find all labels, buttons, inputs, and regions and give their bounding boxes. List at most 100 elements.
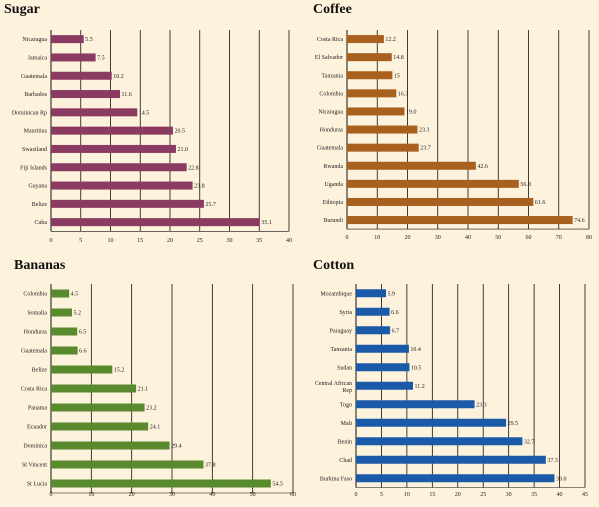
bar xyxy=(347,216,573,225)
chart-title: Coffee xyxy=(313,2,352,17)
value-label: 10.4 xyxy=(410,347,421,353)
bar xyxy=(356,289,387,298)
bar xyxy=(51,90,121,99)
bar xyxy=(356,437,523,446)
bar xyxy=(51,53,96,62)
value-label: 32.7 xyxy=(524,439,535,445)
value-label: 19.0 xyxy=(406,109,417,115)
x-tick-label: 70 xyxy=(556,235,562,241)
bar xyxy=(51,460,204,469)
bar xyxy=(51,71,112,80)
value-label: 37.8 xyxy=(205,463,216,469)
bar xyxy=(51,199,204,208)
category-label: Costa Rica xyxy=(21,387,47,393)
category-label: Guatemala xyxy=(317,146,343,152)
value-label: 29.4 xyxy=(171,444,182,450)
x-tick-label: 30 xyxy=(506,492,512,498)
category-label: Colombia xyxy=(23,292,47,298)
bar xyxy=(51,346,78,355)
value-label: 7.5 xyxy=(97,55,105,61)
x-tick-label: 10 xyxy=(374,235,380,241)
x-tick-label: 40 xyxy=(209,492,215,498)
x-tick-label: 0 xyxy=(50,492,53,498)
x-tick-label: 20 xyxy=(129,492,135,498)
value-label: 24.1 xyxy=(150,425,161,431)
value-label: 5.9 xyxy=(388,291,396,297)
value-label: 4.5 xyxy=(71,292,79,298)
x-tick-label: 10 xyxy=(404,492,410,498)
bar xyxy=(356,307,390,316)
category-label: Chad xyxy=(339,458,352,464)
x-tick-label: 10 xyxy=(108,238,114,244)
value-label: 23.3 xyxy=(419,128,430,134)
value-label: 10.5 xyxy=(411,365,422,371)
value-label: 23.2 xyxy=(146,406,157,412)
category-label: Nicaragua xyxy=(318,109,343,115)
value-label: 56.8 xyxy=(520,182,531,188)
bar xyxy=(356,326,391,335)
category-label: Burkina Faso xyxy=(320,476,352,482)
chart-title: Cotton xyxy=(313,258,354,273)
bar xyxy=(347,125,418,134)
x-tick-label: 35 xyxy=(256,238,262,244)
chart-panel-cotton: Cotton 0 5 10 15 20 25 30 35 40 45 Mozambique 5.9 Syr… xyxy=(313,258,588,498)
category-label: Sudan xyxy=(337,365,352,371)
category-label: Honduras xyxy=(320,128,344,134)
x-tick-label: 0 xyxy=(346,235,349,241)
category-label: Nicaragua xyxy=(22,37,47,43)
category-label: Panama xyxy=(28,406,47,412)
bar xyxy=(51,403,145,412)
bar xyxy=(51,479,271,488)
category-label: Colombia xyxy=(319,91,343,97)
category-label: Mozambique xyxy=(320,291,352,297)
bar xyxy=(51,144,176,153)
category-label: Central African Rep xyxy=(315,380,352,394)
category-label: Ecuador xyxy=(27,425,47,431)
bar xyxy=(51,108,138,117)
category-label: Benin xyxy=(338,439,352,445)
bar xyxy=(356,455,546,464)
category-label: Togo xyxy=(340,402,352,408)
bar xyxy=(356,381,413,390)
bar xyxy=(51,163,187,172)
x-tick-label: 30 xyxy=(435,235,441,241)
bar xyxy=(51,327,78,336)
value-label: 12.2 xyxy=(385,37,396,43)
value-label: 61.6 xyxy=(535,200,546,206)
value-label: 22.8 xyxy=(188,165,199,171)
value-label: 54.5 xyxy=(272,482,283,488)
x-tick-label: 80 xyxy=(586,235,592,241)
category-label: Paraguay xyxy=(330,328,352,334)
x-tick-label: 60 xyxy=(290,492,296,498)
value-label: 42.6 xyxy=(477,164,488,170)
value-label: 5.5 xyxy=(85,37,93,43)
chart-panel-sugar: Sugar 0 5 10 15 20 25 30 35 40 Nicaragua 5.5 Jamaica… xyxy=(4,2,292,244)
x-tick-label: 0 xyxy=(50,238,53,244)
value-label: 11.6 xyxy=(122,92,132,98)
category-label: Somalia xyxy=(27,311,47,317)
x-tick-label: 25 xyxy=(197,238,203,244)
value-label: 6.6 xyxy=(391,310,399,316)
category-label: Tanzania xyxy=(330,347,352,353)
category-label: Fiji Islands xyxy=(20,165,48,171)
category-label: Uganda xyxy=(324,182,343,188)
value-label: 20.5 xyxy=(174,129,185,135)
bar xyxy=(356,344,409,353)
value-label: 35.1 xyxy=(261,220,272,226)
x-tick-label: 45 xyxy=(582,492,588,498)
category-label: Guatemala xyxy=(21,349,47,355)
x-tick-label: 20 xyxy=(167,238,173,244)
bar xyxy=(347,35,384,44)
value-label: 23.3 xyxy=(476,402,487,408)
x-tick-label: 15 xyxy=(429,492,435,498)
x-tick-label: 30 xyxy=(227,238,233,244)
category-label: Burundi xyxy=(323,218,343,224)
value-label: 21.0 xyxy=(177,147,188,153)
value-label: 16.3 xyxy=(398,91,409,97)
category-label: Tanzania xyxy=(321,73,343,79)
category-label: Belize xyxy=(32,368,48,374)
value-label: 15.2 xyxy=(114,368,125,374)
value-label: 6.7 xyxy=(392,328,400,334)
bar xyxy=(51,35,84,44)
